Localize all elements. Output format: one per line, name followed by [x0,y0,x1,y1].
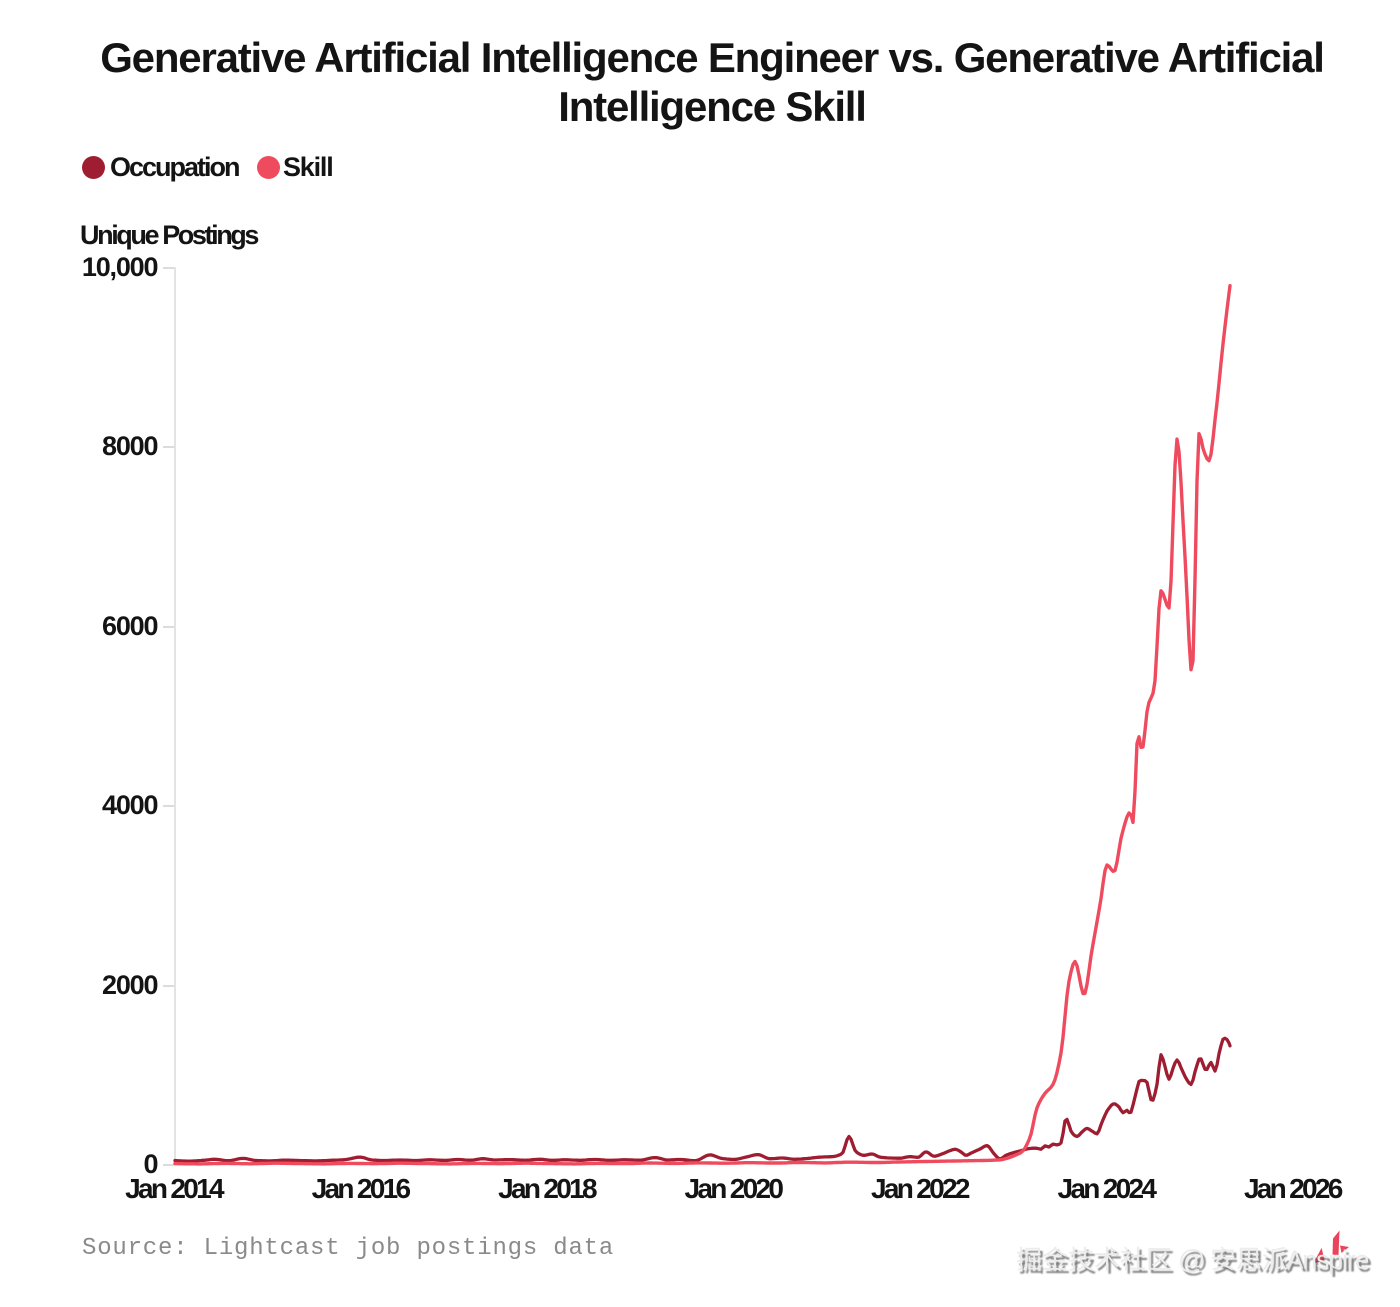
svg-text:Anspire: Anspire [1289,1248,1372,1278]
svg-text:@: @ [1178,1245,1205,1275]
svg-text:@: @ [1181,1248,1208,1278]
svg-text:Anspire: Anspire [1286,1245,1369,1275]
